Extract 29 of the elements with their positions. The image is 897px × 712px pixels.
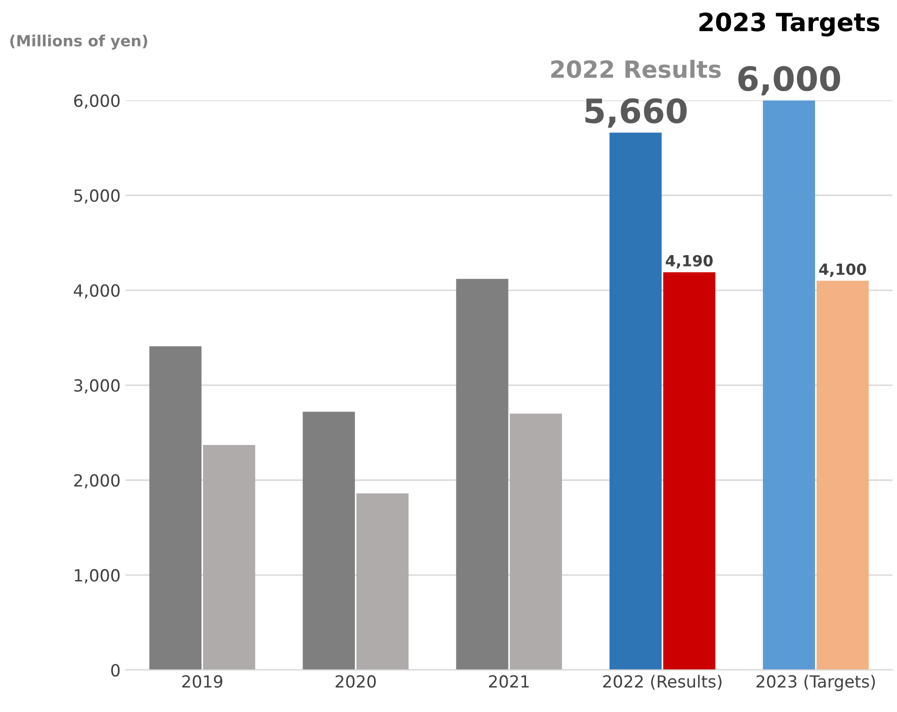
y-tick-label: 4,000 (74, 284, 120, 299)
annotation: 2023 Targets (699, 12, 880, 37)
y-tick-label: 0 (111, 664, 120, 677)
y-axis-title: (Millions of yen) (10, 34, 148, 50)
bar (610, 132, 662, 670)
y-tick-label: 1,000 (74, 569, 120, 584)
bar (356, 493, 409, 670)
data-label: 4,190 (666, 254, 713, 268)
bar (203, 445, 256, 670)
x-tick-label: 2023 (Targets) (756, 674, 875, 691)
bar (456, 278, 508, 670)
data-label: 4,100 (819, 263, 866, 277)
data-label: 5,660 (585, 98, 687, 128)
y-tick-label: 3,000 (74, 379, 120, 394)
x-tick-label: 2020 (336, 675, 376, 688)
bar (816, 280, 869, 670)
x-tick-label: 2022 (Results) (603, 674, 722, 690)
bar (762, 100, 816, 670)
y-tick-label: 2,000 (74, 474, 120, 488)
bar (510, 414, 562, 670)
y-tick-label: 5,000 (74, 189, 120, 204)
annotation: 2022 Results (551, 60, 721, 78)
bar (149, 346, 202, 670)
data-label: 6,000 (738, 66, 840, 96)
y-tick-label: 6,000 (74, 94, 120, 109)
bar (663, 272, 716, 670)
x-tick-label: 2019 (182, 675, 222, 688)
x-tick-label: 2021 (489, 675, 529, 688)
bar (302, 412, 355, 670)
